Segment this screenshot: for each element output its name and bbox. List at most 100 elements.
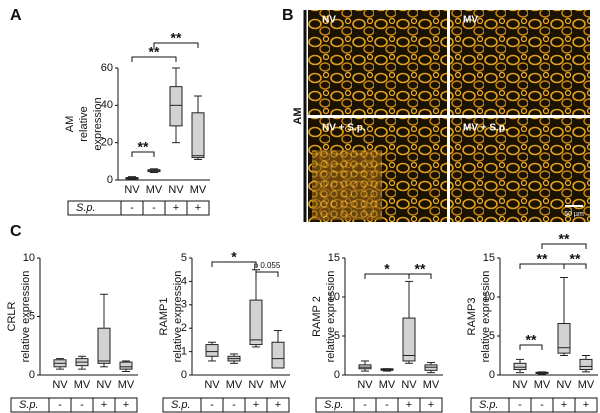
y-axis-label: relative expression <box>480 271 492 363</box>
box <box>169 86 183 127</box>
row-frame <box>10 397 138 413</box>
y-tick-label: 5 <box>181 252 187 264</box>
y-tick-label: 10 <box>483 291 495 303</box>
significance-bracket <box>255 271 279 277</box>
significance-bracket <box>408 273 432 279</box>
y-tick-label: 40 <box>101 99 113 111</box>
x-tick-label: MV <box>534 379 551 391</box>
row-value: + <box>101 399 107 411</box>
image-region <box>312 150 382 220</box>
x-tick-label: NV <box>401 379 417 391</box>
y-tick-label: 0 <box>107 174 113 186</box>
significance-bracket <box>563 263 587 269</box>
y-tick-label: 15 <box>483 252 495 264</box>
y-tick-label: 0 <box>334 369 340 381</box>
row-value: + <box>561 399 567 411</box>
significance-label: ** <box>171 30 182 46</box>
y-axis-label: relative expression <box>325 271 337 363</box>
tile-label: NV + S.p. <box>322 123 366 134</box>
x-tick-label: MV <box>379 379 396 391</box>
x-tick-label: MV <box>226 379 243 391</box>
panel-label: C <box>10 223 22 240</box>
row-value: - <box>152 202 156 214</box>
row-frame <box>470 397 598 413</box>
significance-bracket <box>153 42 199 48</box>
y-tick-label: 5 <box>334 330 340 342</box>
row-value: - <box>130 202 134 214</box>
box <box>205 344 219 357</box>
tile-label: MV <box>463 15 478 26</box>
scale-label: 50 µm <box>564 211 584 218</box>
y-tick-label: 0 <box>181 369 187 381</box>
box <box>579 358 593 371</box>
y-tick-label: 5 <box>489 330 495 342</box>
row-label: S.p. <box>76 202 96 214</box>
x-tick-label: NV <box>556 379 572 391</box>
significance-bracket <box>211 261 257 267</box>
significance-label: * <box>384 261 390 277</box>
x-tick-label: NV <box>96 379 112 391</box>
row-value: + <box>275 399 281 411</box>
row-value: - <box>58 399 62 411</box>
y-tick-label: 1 <box>181 346 187 358</box>
row-frame <box>162 397 290 413</box>
y-axis-label: relative expression <box>172 271 184 363</box>
significance-bracket <box>131 56 177 62</box>
box <box>119 361 133 370</box>
row-value: - <box>518 399 522 411</box>
row-frame <box>315 397 443 413</box>
y-axis-label: RAMP3 <box>466 298 478 336</box>
row-label: S.p. <box>479 399 499 411</box>
row-value: - <box>232 399 236 411</box>
y-tick-label: 5 <box>29 310 35 322</box>
tile-label: MV + S.p. <box>463 123 508 134</box>
row-value: + <box>195 202 201 214</box>
significance-label: ** <box>570 251 581 267</box>
image-tile <box>450 118 590 222</box>
y-tick-label: 60 <box>101 62 113 74</box>
image-tile <box>308 10 447 115</box>
x-tick-label: MV <box>190 184 207 196</box>
x-tick-label: NV <box>124 184 140 196</box>
y-axis-label: relative <box>78 106 90 141</box>
box <box>513 362 527 371</box>
significance-label: p 0.055 <box>254 261 281 270</box>
box <box>191 112 205 159</box>
x-tick-label: MV <box>270 379 287 391</box>
significance-bracket <box>131 151 155 157</box>
row-value: - <box>540 399 544 411</box>
significance-bracket <box>541 243 587 249</box>
row-value: + <box>253 399 259 411</box>
micrographs: NV MV NV + S.p. MV + S.p. 50 µm AM B <box>282 7 590 222</box>
x-tick-label: MV <box>423 379 440 391</box>
x-tick-label: NV <box>168 184 184 196</box>
row-label: S.p. <box>19 399 39 411</box>
row-value: + <box>406 399 412 411</box>
row-value: + <box>123 399 129 411</box>
significance-bracket <box>519 344 543 350</box>
row-value: - <box>363 399 367 411</box>
row-value: + <box>583 399 589 411</box>
box <box>402 317 416 362</box>
x-tick-label: NV <box>357 379 373 391</box>
x-tick-label: MV <box>118 379 135 391</box>
row-label: S.p. <box>324 399 344 411</box>
row-value: + <box>428 399 434 411</box>
side-label: AM <box>292 107 304 124</box>
row-value: - <box>80 399 84 411</box>
x-tick-label: MV <box>74 379 91 391</box>
y-axis-label: relative expression <box>20 271 32 363</box>
y-tick-label: 0 <box>489 369 495 381</box>
significance-label: ** <box>537 251 548 267</box>
row-label: S.p. <box>171 399 191 411</box>
panel-label: B <box>282 7 294 24</box>
significance-label: ** <box>559 231 570 247</box>
significance-label: ** <box>149 44 160 60</box>
y-axis-label: RAMP1 <box>158 298 170 336</box>
panel-label: A <box>10 7 22 24</box>
x-tick-label: NV <box>204 379 220 391</box>
significance-label: ** <box>415 261 426 277</box>
x-tick-label: NV <box>52 379 68 391</box>
significance-label: ** <box>138 139 149 155</box>
y-tick-label: 20 <box>101 137 113 149</box>
